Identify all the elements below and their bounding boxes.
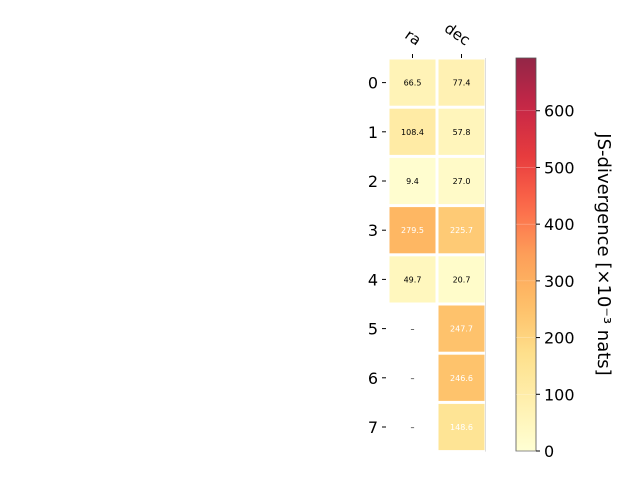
heatmap-grid: ra dec 0 1 2 3 4 5 6 7 66.5 77.4 108.4 57.8 9.4 27.0 279… — [368, 19, 486, 452]
colorbar-tick-label: 300 — [544, 272, 575, 291]
cell-value-label: 225.7 — [450, 226, 473, 235]
cell-value-label: 66.5 — [404, 79, 422, 88]
cell-value-label: 27.0 — [453, 177, 471, 186]
cell-value-label: – — [411, 325, 415, 334]
cell-value-label: 57.8 — [453, 128, 471, 137]
colorbar-tick-label: 200 — [544, 329, 575, 348]
colorbar-label: JS-divergence [×10⁻³ nats] — [593, 132, 614, 375]
colorbar-tick-label: 400 — [544, 215, 575, 234]
heatmap-cell — [389, 157, 436, 205]
cell-value-label: 20.7 — [453, 275, 471, 284]
cell-value-label: 77.4 — [453, 79, 471, 88]
y-tick-label: 6 — [368, 369, 378, 388]
y-tick-label: 1 — [368, 123, 378, 142]
y-tick-label: 0 — [368, 74, 378, 93]
cell-value-label: 246.6 — [450, 374, 473, 383]
colorbar-gradient — [515, 57, 537, 452]
heatmap-cell — [438, 157, 485, 205]
y-tick-label: 3 — [368, 221, 378, 240]
cell-value-label: 247.7 — [450, 325, 473, 334]
cell-value-label: – — [411, 374, 415, 383]
colorbar-tick-label: 100 — [544, 385, 575, 404]
x-tick-label: dec — [441, 19, 473, 49]
colorbar-tick-label: 500 — [544, 158, 575, 177]
heatmap-cell — [438, 354, 485, 401]
heatmap-cell — [438, 403, 485, 451]
heatmap-cell — [438, 256, 485, 303]
colorbar: 0 100 200 300 400 500 600 JS-divergence [×10⁻³ … — [515, 57, 614, 461]
x-tick-label: ra — [402, 26, 425, 50]
heatmap-cell — [438, 108, 485, 155]
heatmap-cell — [389, 108, 436, 155]
cell-value-label: 279.5 — [401, 226, 424, 235]
heatmap-cell — [389, 256, 436, 303]
y-tick-label: 2 — [368, 172, 378, 191]
heatmap-cell — [438, 207, 485, 254]
heatmap-cell — [389, 207, 436, 254]
colorbar-tick-label: 600 — [544, 102, 575, 121]
cell-value-label: – — [411, 423, 415, 432]
heatmap-cell — [438, 305, 485, 352]
heatmap-cell — [438, 59, 485, 106]
colorbar-tick-label: 0 — [544, 442, 554, 461]
cell-value-label: 108.4 — [401, 128, 424, 137]
y-tick-label: 5 — [368, 320, 378, 339]
y-tick-label: 4 — [368, 270, 378, 289]
cell-value-label: 9.4 — [406, 177, 419, 186]
y-tick-label: 7 — [368, 418, 378, 437]
cell-value-label: 148.6 — [450, 423, 473, 432]
heatmap-cell — [389, 59, 436, 106]
cell-value-label: 49.7 — [404, 275, 422, 284]
